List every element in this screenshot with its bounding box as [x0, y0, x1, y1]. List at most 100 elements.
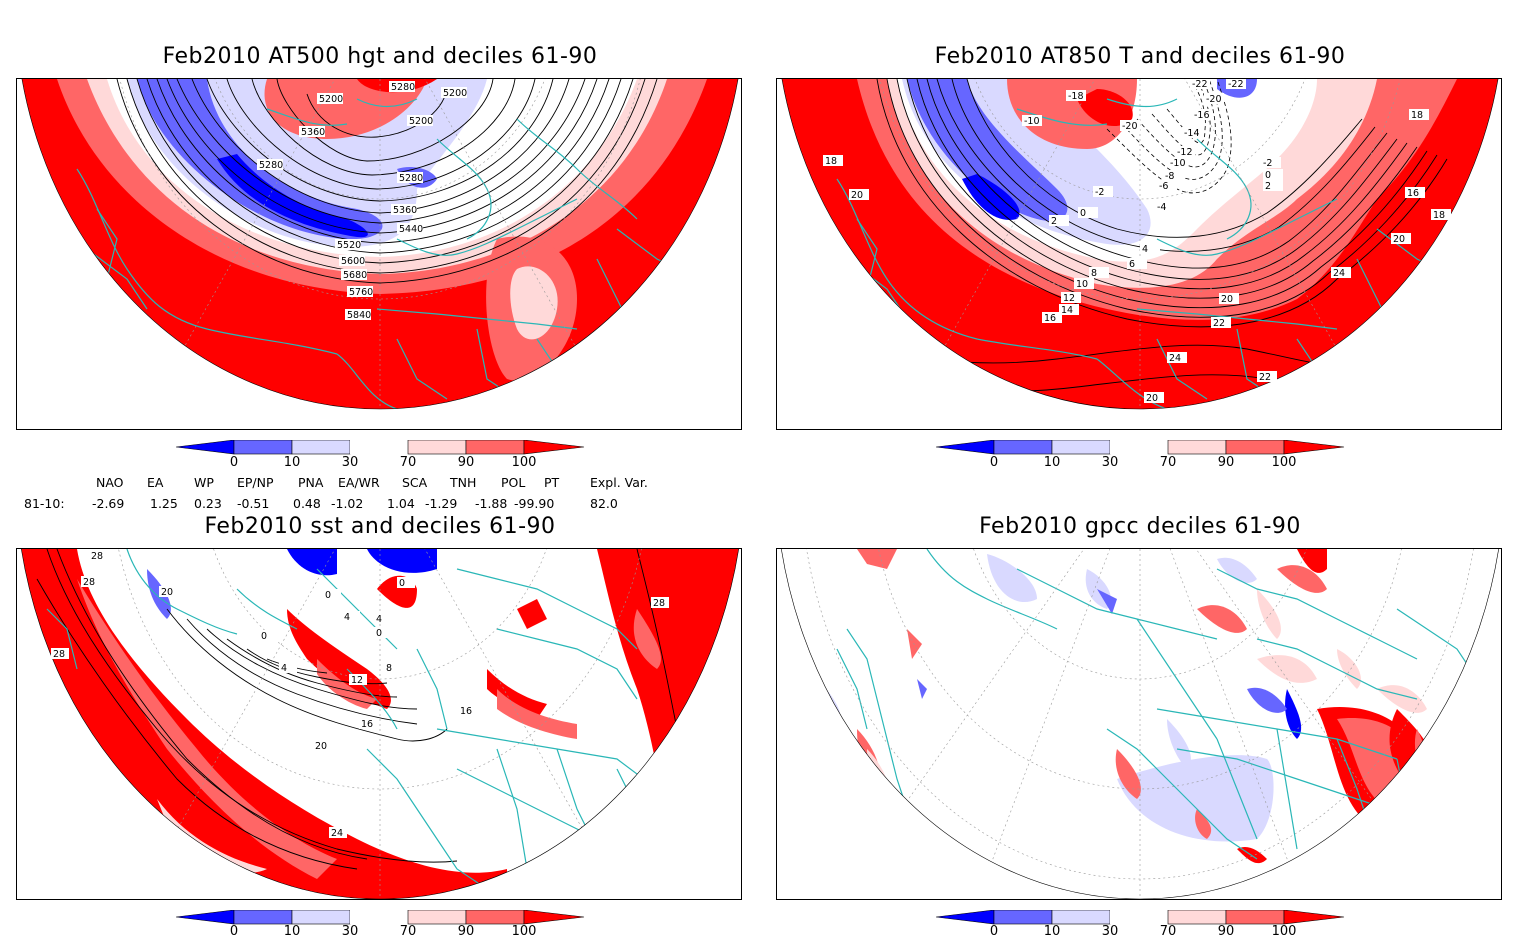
- colorbar-tick-label: 70: [1159, 924, 1177, 939]
- colorbar-bottom-right-svg: [935, 909, 1345, 925]
- anomaly-field-mid-red-labrador: [317, 659, 377, 709]
- map-boundary: [781, 549, 1499, 899]
- contour-label: 6: [1129, 259, 1135, 270]
- contour-label: -2: [1095, 187, 1104, 198]
- contour-label: 8: [386, 663, 392, 674]
- colorbar-tick-label: 10: [283, 455, 301, 470]
- contour-label: 28: [83, 577, 95, 588]
- teleconnection-header: EP/NP: [237, 475, 274, 490]
- colorbar-tick-label: 70: [1159, 455, 1177, 470]
- colorbar-swatch-6: [1283, 439, 1345, 455]
- map-boundary: [21, 79, 739, 410]
- contour-label: 20: [1146, 393, 1158, 404]
- colorbar-swatch-0: [175, 909, 235, 925]
- teleconnection-header: EA: [147, 475, 164, 490]
- contour-label: 16: [1407, 188, 1419, 199]
- contour-label: 0: [1265, 170, 1271, 181]
- anomaly-field-deep-blue-arctic: [287, 549, 337, 576]
- contour-label: -22: [1192, 79, 1208, 90]
- colorbar-swatch-2: [291, 439, 351, 455]
- colorbar-tick-label: 70: [399, 924, 417, 939]
- teleconnection-header: POL: [501, 475, 526, 490]
- panel-title-bottom-left: Feb2010 sst and deciles 61-90: [204, 514, 556, 539]
- colorbar-swatch-0: [175, 439, 235, 455]
- colorbar-swatch-3: [1110, 910, 1168, 924]
- panel-title-top-left: Feb2010 AT500 hgt and deciles 61-90: [162, 44, 598, 69]
- colorbar-tick-label: 0: [989, 924, 999, 939]
- map-panel-bottom-right: [776, 548, 1502, 900]
- contour-label: 5200: [319, 94, 343, 105]
- contour-label: 16: [361, 719, 373, 730]
- contour-label: -10: [1170, 158, 1186, 169]
- contour-label: 20: [851, 190, 863, 201]
- teleconnection-table: NAO EA WP EP/NP PNA EA/WR SCA TNH POL PT…: [24, 474, 724, 514]
- colorbar-swatch-6: [523, 439, 585, 455]
- colorbar-swatch-0: [935, 909, 995, 925]
- teleconnection-value: 1.04: [387, 496, 415, 511]
- contour-label: 0: [261, 631, 267, 642]
- teleconnection-header: PT: [544, 475, 560, 490]
- contour-label: 16: [1044, 313, 1056, 324]
- contour-label: 8: [1091, 268, 1097, 279]
- colorbar-swatch-5: [1225, 909, 1285, 925]
- contour-label: 10: [1076, 279, 1088, 290]
- teleconnection-value: -1.88: [475, 496, 508, 511]
- colorbar-swatch-4: [1167, 439, 1227, 455]
- contour-label: 5280: [259, 160, 283, 171]
- colorbar-tick-label: 30: [341, 455, 359, 470]
- map-bottom-right-svg: [777, 549, 1501, 899]
- colorbar-tick-label: 10: [1043, 455, 1061, 470]
- contour-label: 5760: [349, 287, 373, 298]
- anomaly-field-deep-blue: [962, 174, 1020, 220]
- contour-label: 0: [325, 590, 331, 601]
- contour-label: 5360: [393, 205, 417, 216]
- colorbar-swatch-4: [407, 909, 467, 925]
- contour-label: 0: [376, 628, 382, 639]
- contour-label: 16: [460, 706, 472, 717]
- contour-label: 5840: [347, 310, 371, 321]
- anomaly-field-deep-blue-hudson: [367, 549, 437, 573]
- anomaly-field-mid-blue: [137, 79, 383, 240]
- contour-label: 2: [1051, 216, 1057, 227]
- contour-label: 20: [315, 741, 327, 752]
- contour-label: 28: [53, 649, 65, 660]
- contour-label: 18: [825, 156, 837, 167]
- colorbar-tick-label: 0: [229, 924, 239, 939]
- contour-label: 4: [281, 663, 287, 674]
- colorbar-tick-label: 100: [1271, 924, 1297, 939]
- map-top-left-svg: 5200 5200 5200 5280 5280 5280 5360 5360 …: [17, 79, 741, 410]
- teleconnection-value: -1.02: [331, 496, 364, 511]
- colorbar-tick-label: 70: [399, 455, 417, 470]
- contour-label: 5360: [301, 127, 325, 138]
- map-panel-top-right: -22 -22 -20 -20 -18 -16 -14 -12 -10 -10 …: [776, 78, 1502, 430]
- colorbar-swatch-4: [1167, 909, 1227, 925]
- contour-label: -2: [1263, 158, 1272, 169]
- teleconnection-value: 1.25: [150, 496, 178, 511]
- contour-label: -18: [1068, 91, 1084, 102]
- colorbar-swatch-5: [465, 909, 525, 925]
- contour-label: 18: [1411, 110, 1423, 121]
- contour-label: -22: [1228, 79, 1244, 90]
- colorbar-swatch-3: [1110, 440, 1168, 454]
- colorbar-bottom-left-svg: [175, 909, 585, 925]
- teleconnection-header: NAO: [96, 475, 124, 490]
- map-panel-bottom-left: 28 28 28 28 24 20 20 16 16 12 8 4 4 4 0 …: [16, 548, 742, 900]
- map-boundary: [781, 79, 1499, 410]
- colorbar-tick-label: 100: [511, 455, 537, 470]
- colorbar-top-left-svg: [175, 439, 585, 455]
- contour-label: 2: [1265, 181, 1271, 192]
- colorbar-tick-label: 90: [457, 924, 475, 939]
- colorbar-swatch-4: [407, 439, 467, 455]
- contour-label: -4: [1157, 202, 1166, 213]
- contour-label: -16: [1194, 110, 1210, 121]
- colorbar-tick-label: 0: [229, 455, 239, 470]
- graticule: [799, 549, 1481, 899]
- contour-label: 28: [653, 598, 665, 609]
- contour-label-group: 5200 5200 5200 5280 5280 5280 5360 5360 …: [257, 81, 467, 321]
- contour-label: 20: [1221, 294, 1233, 305]
- colorbar-swatch-1: [993, 909, 1053, 925]
- anomaly-field-mid-red-atlantic: [77, 579, 337, 879]
- colorbar-tick-label: 30: [341, 924, 359, 939]
- contour-label: 5200: [409, 116, 433, 127]
- teleconnection-value: 0.23: [194, 496, 222, 511]
